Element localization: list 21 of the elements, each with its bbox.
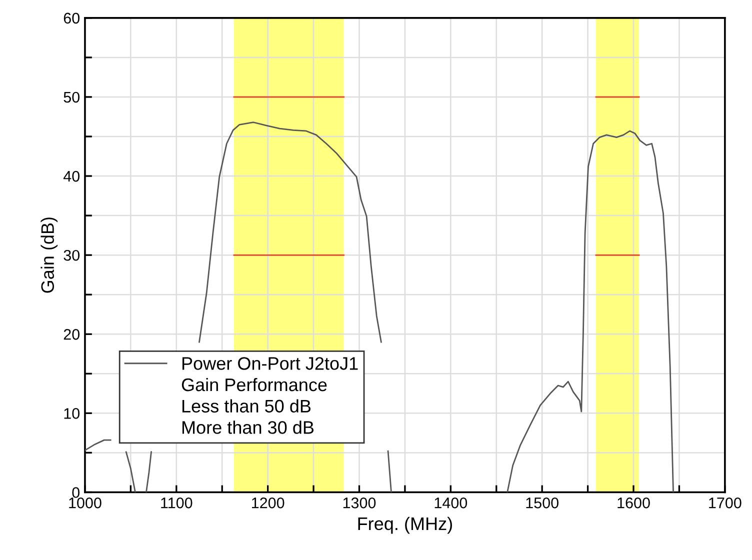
y-tick-label: 50 [64,92,80,103]
x-tick-label: 1400 [434,498,468,508]
x-tick-label: 1000 [69,498,102,508]
y-tick-label: 30 [64,250,80,261]
legend-label: Power On-Port J2toJ1 [182,357,358,370]
y-axis-title: Gain (dB) [40,218,58,293]
y-tick-label: 10 [64,408,80,419]
x-tick-label: 1600 [618,498,650,508]
annotation: Gain Performance [182,378,327,392]
x-axis-title: Freq. (MHz) [358,516,452,534]
y-tick-label: 60 [64,12,80,24]
y-tick-label: 40 [63,170,80,182]
annotation: Less than 50 dB [182,399,311,413]
y-tick-label: 0 [72,487,80,498]
x-tick-label: 1700 [709,498,742,508]
x-tick-label: 1100 [161,498,192,508]
x-tick-label: 1200 [252,498,284,508]
x-tick-label: 1500 [526,498,558,508]
x-tick-label: 1300 [343,498,376,508]
y-tick-label: 20 [64,329,80,340]
annotation: More than 30 dB [182,420,314,434]
